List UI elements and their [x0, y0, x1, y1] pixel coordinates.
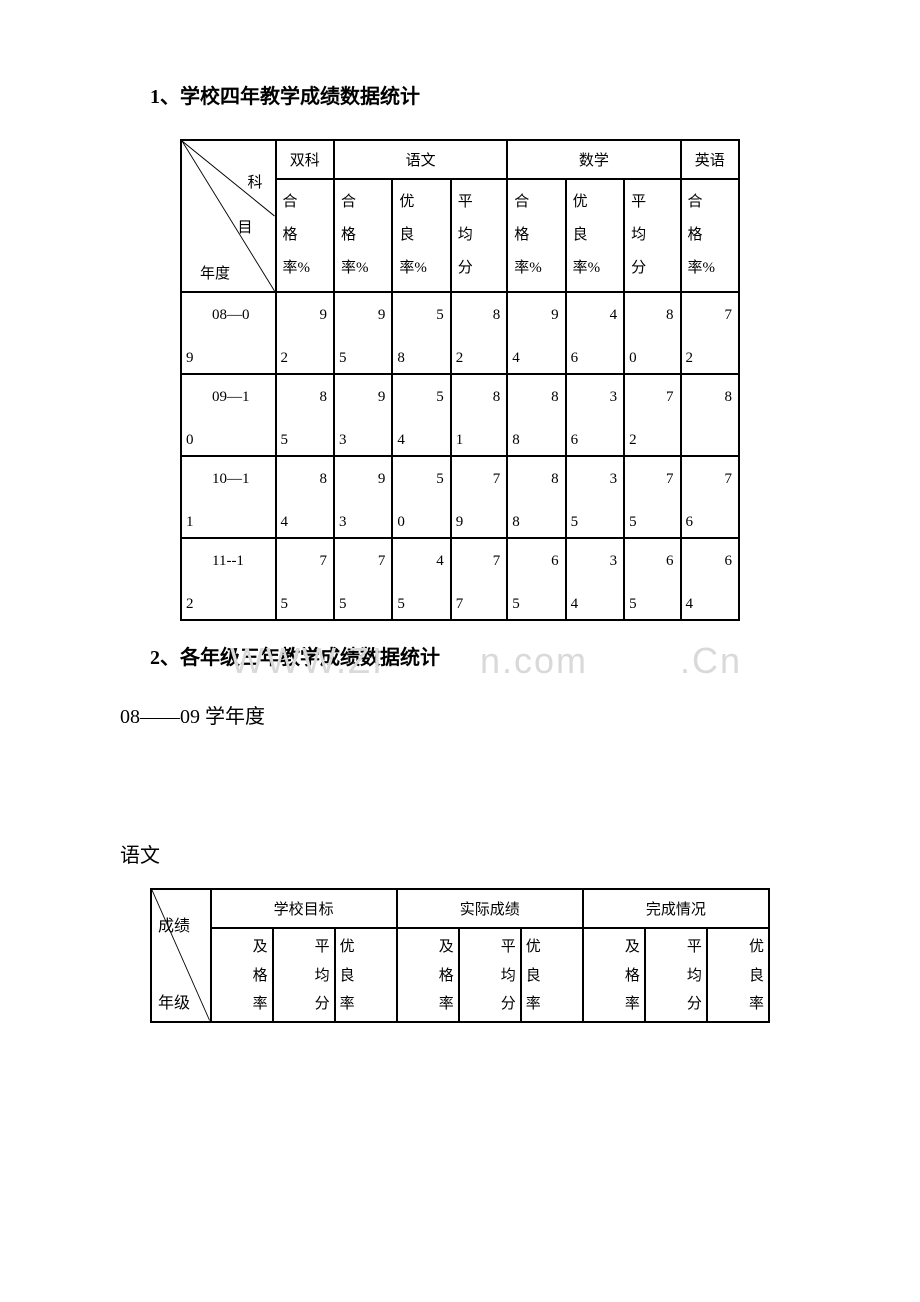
t2-col-7: 及格率	[583, 928, 645, 1022]
t1-col-yw-hegelv: 合格率%	[334, 179, 392, 292]
t2-col-4: 及格率	[397, 928, 459, 1022]
table-row: 09—1 0 85 93 54 81 88 36 72 8	[181, 374, 739, 456]
t1-year-0: 08—0 9	[181, 292, 276, 374]
t1-cell: 77	[451, 538, 507, 620]
subject-label: 语文	[120, 839, 800, 868]
t1-cell: 72	[681, 292, 739, 374]
t2-col-3: 优良率	[335, 928, 397, 1022]
t2-col-9: 优良率	[707, 928, 769, 1022]
t1-diag-header: 科 目 年度	[181, 140, 276, 292]
diag-label-bottom: 年度	[200, 262, 230, 283]
t1-cell: 75	[276, 538, 334, 620]
t1-cell: 45	[392, 538, 450, 620]
t2-grp-3: 完成情况	[583, 889, 769, 928]
t1-cell: 46	[566, 292, 624, 374]
t1-cell: 64	[681, 538, 739, 620]
t1-year-2: 10—1 1	[181, 456, 276, 538]
t1-cell: 80	[624, 292, 680, 374]
table-row: 08—0 9 92 95 58 82 94 46 80 72	[181, 292, 739, 374]
t1-cell: 8	[681, 374, 739, 456]
t1-cell: 72	[624, 374, 680, 456]
t1-col-sx-pingjun: 平均分	[624, 179, 680, 292]
t1-col-yy-hegelv: 合格率%	[681, 179, 739, 292]
t1-cell: 54	[392, 374, 450, 456]
t1-year-3: 11--1 2	[181, 538, 276, 620]
t1-cell: 34	[566, 538, 624, 620]
t1-cell: 36	[566, 374, 624, 456]
table1: 科 目 年度 双科 语文 数学 英语 合格率% 合格率% 优良率% 平均分 合格…	[180, 139, 740, 621]
year-label: 08——09 学年度	[120, 700, 800, 729]
t2-grp-1: 学校目标	[211, 889, 397, 928]
t1-cell: 35	[566, 456, 624, 538]
section2-title: 2、各年级三年教学成绩数据统计	[150, 641, 800, 670]
table-row: 10—1 1 84 93 50 79 88 35 75 76	[181, 456, 739, 538]
t1-cell: 93	[334, 374, 392, 456]
t2-col-8: 平均分	[645, 928, 707, 1022]
t1-grp-shuangke: 双科	[276, 140, 334, 179]
t1-cell: 92	[276, 292, 334, 374]
t1-col-sx-hegelv: 合格率%	[507, 179, 565, 292]
t1-cell: 93	[334, 456, 392, 538]
t2-col-2: 平均分	[273, 928, 335, 1022]
t1-cell: 65	[507, 538, 565, 620]
t1-cell: 75	[624, 456, 680, 538]
t1-cell: 81	[451, 374, 507, 456]
t1-cell: 94	[507, 292, 565, 374]
diag2-label-bottom: 年级	[158, 989, 190, 1013]
t1-cell: 50	[392, 456, 450, 538]
t1-grp-yuwen: 语文	[334, 140, 507, 179]
t1-col-yw-pingjun: 平均分	[451, 179, 507, 292]
t2-grp-2: 实际成绩	[397, 889, 583, 928]
t1-year-1: 09—1 0	[181, 374, 276, 456]
table-row: 11--1 2 75 75 45 77 65 34 65 64	[181, 538, 739, 620]
diag-label-top: 科	[248, 171, 263, 192]
t1-col-sk-hegelv: 合格率%	[276, 179, 334, 292]
diag2-label-top: 成绩	[158, 912, 190, 936]
t1-col-sx-youliang: 优良率%	[566, 179, 624, 292]
t1-cell: 79	[451, 456, 507, 538]
t2-col-1: 及格率	[211, 928, 273, 1022]
t1-cell: 88	[507, 456, 565, 538]
t1-cell: 65	[624, 538, 680, 620]
t1-cell: 84	[276, 456, 334, 538]
t2-col-5: 平均分	[459, 928, 521, 1022]
t1-cell: 58	[392, 292, 450, 374]
t1-cell: 82	[451, 292, 507, 374]
t1-grp-shuxue: 数学	[507, 140, 680, 179]
section1-title: 1、学校四年教学成绩数据统计	[150, 80, 800, 109]
table2: 成绩 年级 学校目标 实际成绩 完成情况 及格率 平均分 优良率 及格率 平均分…	[150, 888, 770, 1023]
t2-col-6: 优良率	[521, 928, 583, 1022]
t1-cell: 95	[334, 292, 392, 374]
t1-col-yw-youliang: 优良率%	[392, 179, 450, 292]
t1-grp-yingyu: 英语	[681, 140, 739, 179]
t2-diag-header: 成绩 年级	[151, 889, 211, 1022]
t1-cell: 85	[276, 374, 334, 456]
diag-label-mid: 目	[238, 216, 253, 237]
t1-cell: 76	[681, 456, 739, 538]
t1-cell: 88	[507, 374, 565, 456]
t1-cell: 75	[334, 538, 392, 620]
